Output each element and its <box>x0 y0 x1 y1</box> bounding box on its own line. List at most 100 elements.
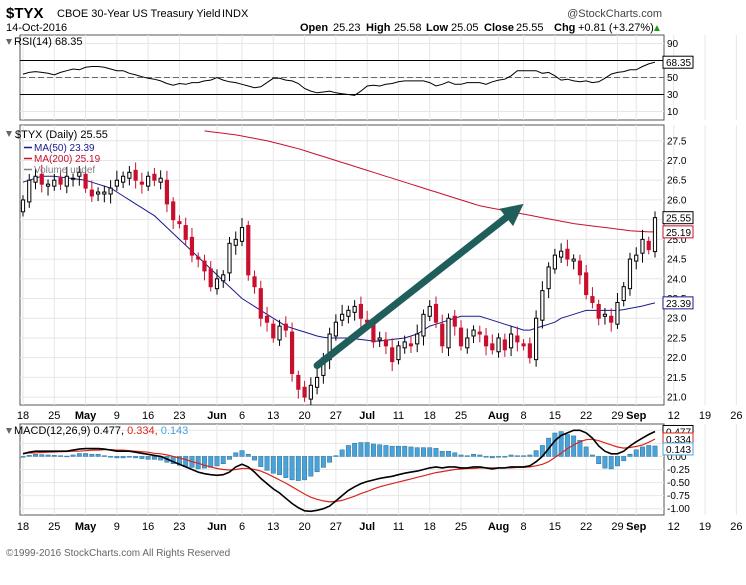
candle-body <box>58 177 63 185</box>
macd-histogram-bar <box>114 456 120 459</box>
brand-watermark: @StockCharts.com <box>567 8 662 20</box>
macd-histogram-bar <box>395 445 401 457</box>
candle-body <box>521 343 526 347</box>
candle-body <box>571 258 576 262</box>
candle-body <box>615 301 620 325</box>
macd-histogram-bar <box>83 453 89 457</box>
candle-body <box>314 376 320 388</box>
macd-histogram-bar <box>289 456 295 481</box>
macd-histogram-bar <box>239 450 245 457</box>
macd-histogram-bar <box>283 456 289 478</box>
x-tick-label: 20 <box>298 521 310 533</box>
price-panel: 27.527.026.526.025.525.024.524.023.523.0… <box>6 124 737 406</box>
x-tick-label: 6 <box>239 521 245 533</box>
macd-histogram-bar <box>302 456 308 481</box>
candle-body <box>33 175 38 183</box>
candle-body <box>146 175 151 187</box>
x-tick-label: 25 <box>455 410 467 422</box>
candle-body <box>527 343 532 359</box>
macd-histogram-bar <box>564 434 570 457</box>
macd-histogram-bar <box>589 454 595 457</box>
quote-date: 14-Oct-2016 <box>6 22 67 34</box>
low-value: 25.05 <box>451 22 479 34</box>
x-tick-label: 25 <box>48 521 60 533</box>
macd-histogram-bar <box>596 456 602 464</box>
candle-body <box>358 303 364 319</box>
candle-body <box>415 333 420 345</box>
price-last-value: 25.55 <box>666 214 691 225</box>
candle-body <box>390 347 395 363</box>
macd-histogram-bar <box>33 453 38 457</box>
candle-body <box>377 337 382 341</box>
macd-histogram-bar <box>245 453 251 457</box>
macd-panel: 0.500.250.00-0.25-0.50-0.75-1.00MACD(12,… <box>6 423 737 516</box>
rsi-y-tick-label: 50 <box>667 73 679 84</box>
x-tick-label: 23 <box>173 410 185 422</box>
macd-y-tick-label: -0.50 <box>667 478 690 489</box>
exchange: INDX <box>222 8 249 20</box>
price-legend-item: MA(200) 25.19 <box>34 154 101 165</box>
macd-histogram-bar <box>120 456 126 459</box>
macd-histogram-bar <box>101 455 107 457</box>
candle-body <box>602 313 608 317</box>
rsi-collapse-icon <box>6 39 12 45</box>
macd-histogram-bar <box>364 442 370 457</box>
candle-body <box>70 177 76 180</box>
x-tick-label: 27 <box>330 521 342 533</box>
ma200-line <box>204 130 655 233</box>
candle-body <box>465 337 470 349</box>
macd-histogram-bar <box>471 453 476 457</box>
candle-body <box>95 191 101 195</box>
macd-histogram-bar <box>126 456 132 458</box>
macd-legend: MACD(12,26,9) 0.477, 0.334, 0.143 <box>14 425 188 437</box>
chg-label: Chg <box>554 22 575 34</box>
candle-body <box>371 323 376 343</box>
candle-body <box>246 225 251 276</box>
x-tick-label: Jun <box>207 521 227 533</box>
candle-body <box>590 296 595 303</box>
macd-histogram-bar <box>621 456 627 462</box>
macd-y-tick-label: -0.25 <box>667 465 690 476</box>
candle-body <box>133 169 138 181</box>
x-tick-label: 27 <box>330 410 342 422</box>
candle-body <box>164 179 170 205</box>
candle-body <box>477 331 482 335</box>
macd-collapse-icon <box>6 428 12 434</box>
candle-body <box>383 339 389 347</box>
x-tick-label: 16 <box>142 521 154 533</box>
candle-body <box>183 225 188 240</box>
close-label: Close <box>484 22 514 34</box>
x-tick-label: Jul <box>359 521 375 533</box>
candle-body <box>39 173 44 185</box>
candle-body <box>233 238 238 246</box>
macd-line <box>22 429 656 513</box>
macd-legend-value: 0.477, <box>93 425 127 437</box>
candle-body <box>114 179 119 187</box>
candle-body <box>27 179 32 203</box>
macd-histogram-bar <box>402 445 408 457</box>
macd-histogram-bar <box>51 455 57 457</box>
x-tick-label: Aug <box>488 521 509 533</box>
rsi-line <box>22 61 656 96</box>
x-tick-label: 22 <box>580 410 592 422</box>
macd-histogram-bar <box>527 454 533 457</box>
candle-body <box>64 175 69 187</box>
macd-histogram-bar <box>133 456 139 459</box>
candle-body <box>565 248 570 260</box>
x-tick-label: Aug <box>488 410 509 422</box>
high-label: High <box>366 22 391 34</box>
candle-body <box>296 374 301 390</box>
hist-last-value: 0.143 <box>666 445 691 456</box>
macd-histogram-bar <box>45 454 51 457</box>
x-tick-label: Sep <box>626 410 646 422</box>
open-label: Open <box>300 22 328 34</box>
price-y-tick-label: 24.0 <box>667 274 687 285</box>
candle-body <box>559 250 564 258</box>
rsi-last-value-box <box>662 55 694 69</box>
signal-last-value: 0.334 <box>666 435 691 446</box>
macd-histogram-bar <box>558 431 564 457</box>
macd-histogram-bar <box>295 456 301 481</box>
candle-body <box>433 303 439 323</box>
